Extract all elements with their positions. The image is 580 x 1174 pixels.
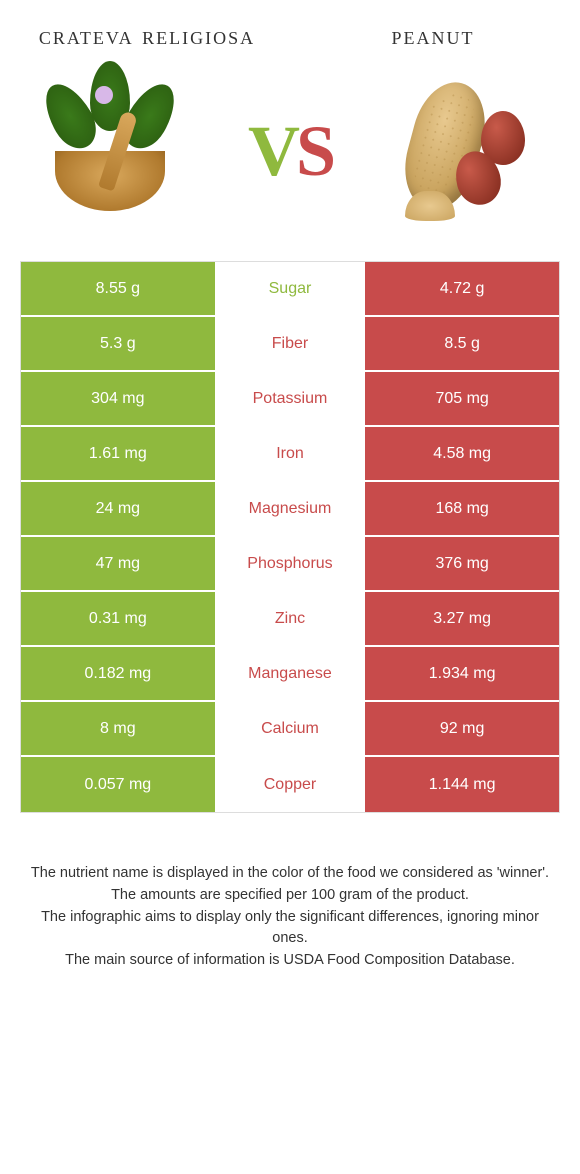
right-value-cell: 92 mg <box>365 702 559 755</box>
right-value-cell: 8.5 g <box>365 317 559 370</box>
footer-line: The main source of information is USDA F… <box>30 950 550 972</box>
left-value-cell: 0.182 mg <box>21 647 215 700</box>
nutrient-name-cell: Iron <box>215 427 366 480</box>
nutrient-name-cell: Sugar <box>215 262 366 315</box>
right-value-cell: 376 mg <box>365 537 559 590</box>
right-food-image <box>390 71 550 231</box>
left-value-cell: 8 mg <box>21 702 215 755</box>
table-row: 8.55 gSugar4.72 g <box>21 262 559 317</box>
right-value-cell: 705 mg <box>365 372 559 425</box>
nutrient-name-cell: Phosphorus <box>215 537 366 590</box>
footer-line: The infographic aims to display only the… <box>30 907 550 951</box>
left-value-cell: 8.55 g <box>21 262 215 315</box>
table-row: 24 mgMagnesium168 mg <box>21 482 559 537</box>
vs-label: VS <box>248 110 332 193</box>
table-row: 5.3 gFiber8.5 g <box>21 317 559 372</box>
infographic-container: crateva religiosa peanut VS 8.55 gSugar4… <box>0 0 580 972</box>
left-food-image <box>30 71 190 231</box>
right-value-cell: 168 mg <box>365 482 559 535</box>
table-row: 47 mgPhosphorus376 mg <box>21 537 559 592</box>
nutrient-name-cell: Potassium <box>215 372 366 425</box>
right-value-cell: 1.144 mg <box>365 757 559 812</box>
comparison-table: 8.55 gSugar4.72 g5.3 gFiber8.5 g304 mgPo… <box>20 261 560 813</box>
left-value-cell: 0.31 mg <box>21 592 215 645</box>
vs-s: S <box>296 111 332 191</box>
nutrient-name-cell: Magnesium <box>215 482 366 535</box>
header: crateva religiosa peanut <box>0 0 580 61</box>
right-value-cell: 3.27 mg <box>365 592 559 645</box>
left-value-cell: 1.61 mg <box>21 427 215 480</box>
left-value-cell: 0.057 mg <box>21 757 215 812</box>
nutrient-name-cell: Manganese <box>215 647 366 700</box>
nutrient-name-cell: Fiber <box>215 317 366 370</box>
left-value-cell: 304 mg <box>21 372 215 425</box>
footer-notes: The nutrient name is displayed in the co… <box>0 813 580 972</box>
table-row: 8 mgCalcium92 mg <box>21 702 559 757</box>
table-row: 304 mgPotassium705 mg <box>21 372 559 427</box>
table-row: 0.182 mgManganese1.934 mg <box>21 647 559 702</box>
images-row: VS <box>0 61 580 261</box>
left-food-title: crateva religiosa <box>30 20 264 51</box>
left-value-cell: 24 mg <box>21 482 215 535</box>
right-value-cell: 4.72 g <box>365 262 559 315</box>
footer-line: The amounts are specified per 100 gram o… <box>30 885 550 907</box>
right-value-cell: 1.934 mg <box>365 647 559 700</box>
table-row: 1.61 mgIron4.58 mg <box>21 427 559 482</box>
table-row: 0.31 mgZinc3.27 mg <box>21 592 559 647</box>
left-value-cell: 47 mg <box>21 537 215 590</box>
left-value-cell: 5.3 g <box>21 317 215 370</box>
nutrient-name-cell: Copper <box>215 757 366 812</box>
right-food-title: peanut <box>316 20 550 51</box>
vs-v: V <box>248 111 296 191</box>
nutrient-name-cell: Zinc <box>215 592 366 645</box>
right-value-cell: 4.58 mg <box>365 427 559 480</box>
table-row: 0.057 mgCopper1.144 mg <box>21 757 559 812</box>
footer-line: The nutrient name is displayed in the co… <box>30 863 550 885</box>
nutrient-name-cell: Calcium <box>215 702 366 755</box>
